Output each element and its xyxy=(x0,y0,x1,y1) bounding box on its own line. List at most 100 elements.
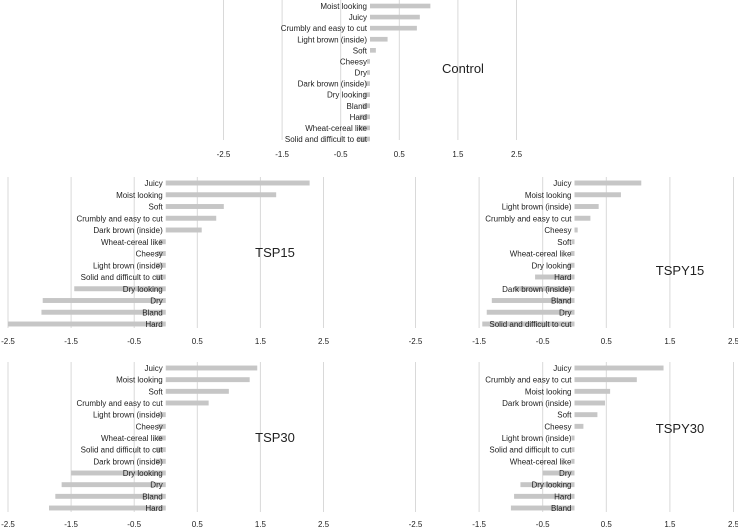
bar xyxy=(165,192,277,198)
bar xyxy=(491,298,575,303)
bar xyxy=(514,493,575,499)
bar xyxy=(535,274,575,280)
x-tick-label: -2.5 xyxy=(1,520,15,529)
category-label: Dark brown (inside) xyxy=(502,399,572,408)
bar xyxy=(574,400,606,406)
chart-title: TSP15 xyxy=(255,245,295,260)
bar xyxy=(370,14,420,20)
x-tick-label: -0.5 xyxy=(127,520,141,529)
bar xyxy=(42,298,166,303)
bar xyxy=(570,251,575,256)
bar xyxy=(158,412,166,418)
category-label: Light brown (inside) xyxy=(93,261,163,270)
category-label: Dry xyxy=(150,297,162,306)
x-tick-label: 2.5 xyxy=(318,520,330,529)
category-label: Moist looking xyxy=(320,2,367,11)
bar xyxy=(156,262,166,268)
category-label: Solid and difficult to cut xyxy=(285,135,368,144)
category-label: Solid and difficult to cut xyxy=(489,446,572,455)
category-label: Cheesy xyxy=(544,226,571,235)
x-tick-label: 0.5 xyxy=(601,520,613,529)
x-tick-label: 2.5 xyxy=(728,337,738,346)
bar xyxy=(370,25,417,31)
bar xyxy=(542,470,575,476)
bar xyxy=(165,388,229,394)
chart-title: TSPY30 xyxy=(656,421,704,436)
bar xyxy=(61,482,166,488)
chart-panel-control: -2.5 -1.5 -0.5 0.5 1.5 2.5 Moist looking Juicy C… xyxy=(217,0,523,159)
category-label: Light brown (inside) xyxy=(297,35,367,44)
bar xyxy=(574,365,664,371)
category-label: Dry xyxy=(559,469,571,478)
bar xyxy=(156,251,166,256)
x-tick-label: -0.5 xyxy=(536,337,550,346)
bar xyxy=(574,215,591,221)
x-tick-label: -1.5 xyxy=(472,337,486,346)
bar xyxy=(486,309,575,315)
x-tick-label: 0.5 xyxy=(601,337,613,346)
bar xyxy=(155,458,166,464)
bar xyxy=(514,286,575,292)
x-tick-label: -0.5 xyxy=(127,337,141,346)
x-tick-label: 2.5 xyxy=(728,520,738,529)
bar xyxy=(574,388,611,394)
bar xyxy=(156,447,166,453)
x-tick-label: -1.5 xyxy=(64,337,78,346)
category-label: Juicy xyxy=(553,364,571,373)
chart-panel-tspy15: -2.5 -1.5 -0.5 0.5 1.5 2.5 Juicy Moist looking L… xyxy=(409,177,738,346)
category-label: Hard xyxy=(145,504,162,513)
bar xyxy=(574,423,584,429)
category-label: Dry xyxy=(150,481,162,490)
bar xyxy=(571,239,575,245)
bar xyxy=(365,81,370,86)
bar xyxy=(520,482,575,488)
category-label: Crumbly and easy to cut xyxy=(281,24,368,33)
bar xyxy=(574,204,599,209)
category-label: Solid and difficult to cut xyxy=(81,273,164,282)
bar xyxy=(359,114,370,120)
bar xyxy=(55,493,166,499)
category-label: Moist looking xyxy=(116,191,163,200)
bar xyxy=(510,505,575,511)
bar xyxy=(574,180,642,186)
category-label: Cheesy xyxy=(136,422,163,431)
category-label: Wheat-cereal like xyxy=(305,124,367,133)
bar xyxy=(571,435,575,441)
category-label: Wheat-cereal like xyxy=(101,238,163,247)
x-tick-label: -2.5 xyxy=(1,337,15,346)
bar xyxy=(71,470,166,476)
chart-title: Control xyxy=(442,61,484,76)
category-label: Cheesy xyxy=(340,57,367,66)
category-label: Bland xyxy=(142,308,162,317)
x-tick-label: 1.5 xyxy=(255,520,267,529)
bar xyxy=(367,70,370,75)
category-label: Light brown (inside) xyxy=(502,434,572,443)
category-label: Cheesy xyxy=(544,422,571,431)
bar xyxy=(155,274,166,280)
chart-title: TSP30 xyxy=(255,430,295,445)
bar xyxy=(482,321,575,327)
bar xyxy=(165,227,202,233)
category-label: Dry looking xyxy=(531,481,571,490)
category-label: Hard xyxy=(145,320,162,329)
x-tick-label: 2.5 xyxy=(511,150,523,159)
bar xyxy=(364,92,370,97)
x-tick-label: 1.5 xyxy=(664,337,676,346)
category-label: Wheat-cereal like xyxy=(101,434,163,443)
category-label: Dry looking xyxy=(531,261,571,270)
category-label: Soft xyxy=(557,238,572,247)
category-label: Light brown (inside) xyxy=(93,411,163,420)
category-label: Bland xyxy=(142,492,162,501)
bar xyxy=(574,412,598,418)
chart-title: TSPY15 xyxy=(656,263,704,278)
x-tick-label: -1.5 xyxy=(275,150,289,159)
category-label: Light brown (inside) xyxy=(502,203,572,212)
bar xyxy=(574,377,637,383)
chart-panel-tspy30: -2.5 -1.5 -0.5 0.5 1.5 2.5 Juicy Crumbly and ea… xyxy=(409,362,738,529)
bar xyxy=(165,204,224,209)
category-label: Crumbly and easy to cut xyxy=(76,399,163,408)
category-label: Wheat-cereal like xyxy=(510,250,572,259)
bar xyxy=(574,227,578,233)
x-tick-label: -0.5 xyxy=(536,520,550,529)
